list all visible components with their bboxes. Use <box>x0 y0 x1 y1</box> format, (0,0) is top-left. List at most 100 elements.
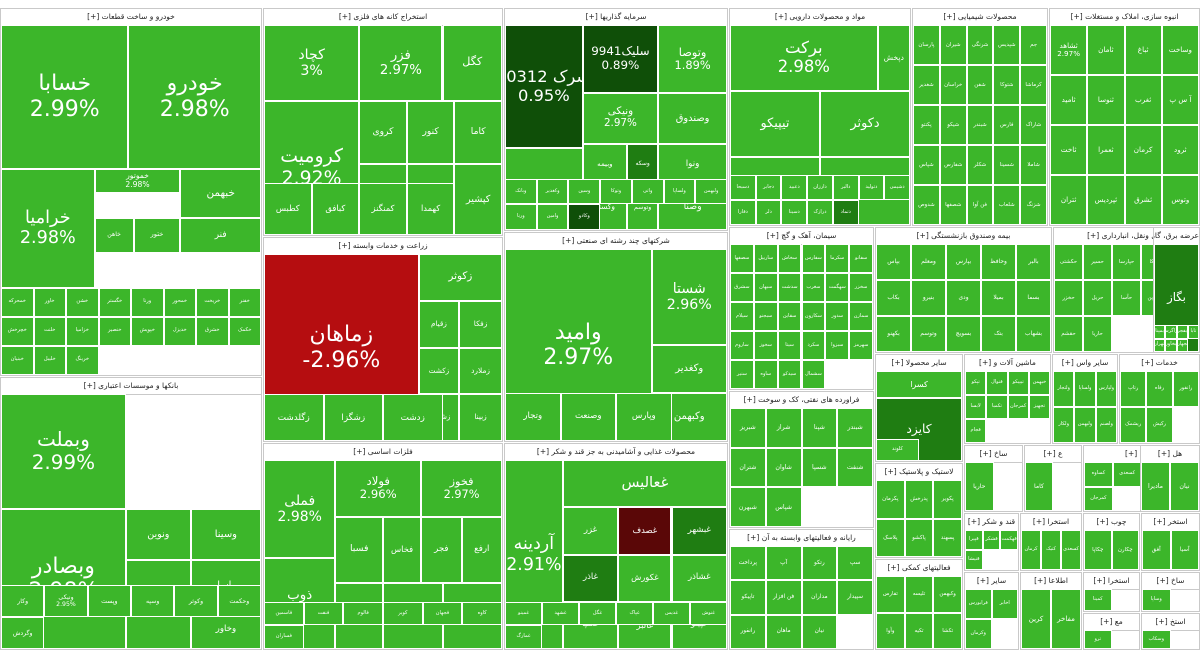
sector-utilities[interactable]: عرضه برق، گاز [+] بگاز بمپنابزاگرسبفجرتابا… <box>1153 227 1200 353</box>
stock-tile[interactable]: شفن <box>966 65 994 105</box>
sector-title[interactable]: فراورده های نفتی، کک و سوخت [+] <box>730 392 873 409</box>
stock-tile[interactable]: سبزوا <box>825 331 850 360</box>
stock-tile[interactable]: خبنیان <box>1 345 34 375</box>
stock-tile[interactable]: خسابا 2.99% <box>1 25 129 169</box>
stock-tile[interactable]: سفانو <box>849 244 873 273</box>
stock-tile[interactable]: ولساپا <box>1074 371 1096 407</box>
stock-tile[interactable]: غمارگ <box>505 625 542 649</box>
stock-tile[interactable]: رتکو <box>801 546 838 581</box>
stock-tile[interactable]: آسیا <box>1170 530 1199 570</box>
stock-tile[interactable]: حآسا <box>1112 280 1141 316</box>
stock-tile[interactable]: دعبید <box>781 175 808 200</box>
stock-tile[interactable]: وسینا <box>190 508 261 560</box>
stock-tile[interactable]: وسپه <box>131 585 175 618</box>
stock-tile[interactable]: حسیر <box>1083 244 1112 280</box>
stock-tile[interactable]: وکغدیر <box>651 345 727 393</box>
sector-title[interactable]: سرمایه گذاریها [+] <box>505 9 727 26</box>
stock-tile[interactable]: ولبهمن <box>695 178 727 205</box>
stock-tile[interactable]: حپارسا <box>1112 244 1141 280</box>
stock-tile[interactable]: وساپا <box>1142 589 1171 611</box>
stock-tile[interactable]: شبندر <box>837 408 873 448</box>
stock-tile[interactable]: پکنتو <box>913 105 940 145</box>
sector-title[interactable]: زراعت و خدمات وابسته [+] <box>264 238 502 255</box>
stock-tile[interactable]: کلوند <box>876 438 919 461</box>
stock-tile[interactable]: سخوز <box>753 331 778 360</box>
stock-tile[interactable]: خدیزل <box>163 316 196 346</box>
stock-tile[interactable]: درازک <box>807 200 833 225</box>
stock-tile[interactable]: خشرق <box>196 316 229 346</box>
stock-tile[interactable]: سیلام <box>730 302 754 331</box>
stock-tile[interactable]: دتولید <box>858 175 885 200</box>
stock-tile[interactable]: فخوز 2.97% <box>421 460 502 517</box>
stock-tile[interactable]: کهمدا <box>406 182 455 235</box>
stock-tile[interactable]: تکشا <box>933 612 962 649</box>
stock-tile[interactable]: شنفت <box>837 447 873 488</box>
sector-small-i[interactable]: مع [+] ترو <box>1083 613 1140 650</box>
sector-other-products[interactable]: سایر محصولا [+] کسرا کایزد کلوند <box>875 354 963 462</box>
stock-tile[interactable]: خمحرکه <box>1 287 34 317</box>
stock-tile[interactable]: ورنا <box>505 204 537 230</box>
stock-tile[interactable]: وساخت <box>1161 25 1199 75</box>
stock-tile[interactable]: خکمک <box>228 316 261 346</box>
stock-tile[interactable]: کمرجان <box>1084 486 1113 511</box>
stock-tile[interactable]: غعالیس <box>562 460 727 508</box>
stock-tile[interactable]: شبریز <box>730 408 766 448</box>
stock-tile[interactable]: شرنگی <box>966 25 994 65</box>
stock-tile[interactable]: کپشیر <box>454 163 502 235</box>
sector-title[interactable]: سیمان، آهک و گچ [+] <box>730 228 873 245</box>
sector-title[interactable]: فلزات اساسی [+] <box>264 444 502 461</box>
stock-tile[interactable]: ومعلم <box>911 244 946 280</box>
stock-tile[interactable]: سخاش <box>777 244 802 273</box>
stock-tile[interactable]: خزاميا <box>66 316 99 346</box>
sector-small-g[interactable]: هل [+] مادیرا نیان <box>1140 445 1200 512</box>
stock-tile[interactable]: دپخش <box>877 25 910 91</box>
stock-tile[interactable]: رتاپ <box>1120 371 1147 407</box>
stock-tile[interactable]: شصفها <box>939 185 967 225</box>
stock-tile[interactable]: کساوه <box>1084 462 1113 487</box>
stock-tile[interactable]: وپارس <box>616 393 672 441</box>
stock-tile[interactable]: دارزان <box>807 175 833 200</box>
stock-tile[interactable]: کچاد 3% <box>264 25 360 101</box>
sector-sugar[interactable]: قند و شکر [+] قپیرا قشکر قهکمت قنیشا <box>964 513 1019 571</box>
stock-tile[interactable]: شبهرن <box>730 487 766 527</box>
stock-tile[interactable]: غاذر <box>562 554 619 602</box>
stock-tile[interactable]: فزر 2.97% <box>359 25 443 101</box>
sector-basic-metals[interactable]: فلزات اساسی [+] فملی 2.98% فولاد 2.96% فخوز 2.… <box>263 443 503 650</box>
stock-tile[interactable]: کطبس <box>264 182 312 235</box>
stock-tile[interactable]: جم <box>1020 25 1047 65</box>
stock-tile[interactable]: دسبحا <box>730 175 756 200</box>
stock-tile[interactable]: تیپیکو <box>1007 371 1029 395</box>
stock-tile[interactable]: حریل <box>1083 280 1112 316</box>
stock-tile[interactable]: تیپیکو <box>730 91 820 157</box>
stock-tile[interactable]: فن افزار <box>765 580 802 615</box>
stock-tile[interactable]: خموتور 2.98% <box>94 168 181 193</box>
stock-tile[interactable]: وتوسم <box>911 316 946 352</box>
stock-tile[interactable]: خبهمن <box>180 168 261 218</box>
stock-tile[interactable]: وتوس <box>1161 175 1199 225</box>
stock-tile[interactable]: وسکاب <box>1142 630 1171 649</box>
stock-tile[interactable]: بتک <box>981 316 1016 352</box>
stock-tile[interactable]: فرابورس <box>965 589 992 619</box>
stock-tile[interactable]: فجهان <box>422 601 463 626</box>
stock-tile[interactable]: بپاس <box>876 244 911 280</box>
sector-small-c[interactable]: چوب [+] چکاپا چکارن <box>1083 513 1140 571</box>
stock-tile[interactable]: شغدیر <box>913 65 940 105</box>
stock-tile[interactable]: سپیدار <box>837 580 873 615</box>
sector-title[interactable]: استخرا [+] <box>1084 573 1139 590</box>
stock-tile[interactable]: وکادو <box>568 204 601 230</box>
stock-tile[interactable]: پکرمان <box>876 480 905 519</box>
stock-tile[interactable]: کرماشا <box>1020 65 1047 105</box>
stock-tile[interactable]: زکوثر <box>418 254 502 301</box>
stock-tile[interactable]: غزر <box>562 507 619 555</box>
stock-tile[interactable]: فارس <box>993 105 1021 145</box>
stock-tile[interactable]: وسین <box>568 178 601 205</box>
sector-title[interactable]: بانکها و موسسات اعتباری [+] <box>1 378 261 395</box>
stock-tile[interactable]: سدور <box>825 302 850 331</box>
stock-tile[interactable]: خراميا 2.98% <box>1 168 95 288</box>
stock-tile[interactable]: شسینا <box>993 145 1021 185</box>
stock-tile[interactable]: خلیبل <box>33 345 66 375</box>
stock-tile[interactable]: قهکمت <box>1000 530 1018 550</box>
stock-tile[interactable]: سبهان <box>753 273 778 302</box>
stock-tile[interactable]: زشگزا <box>323 394 383 441</box>
stock-tile[interactable]: شستا 2.96% <box>651 249 727 345</box>
